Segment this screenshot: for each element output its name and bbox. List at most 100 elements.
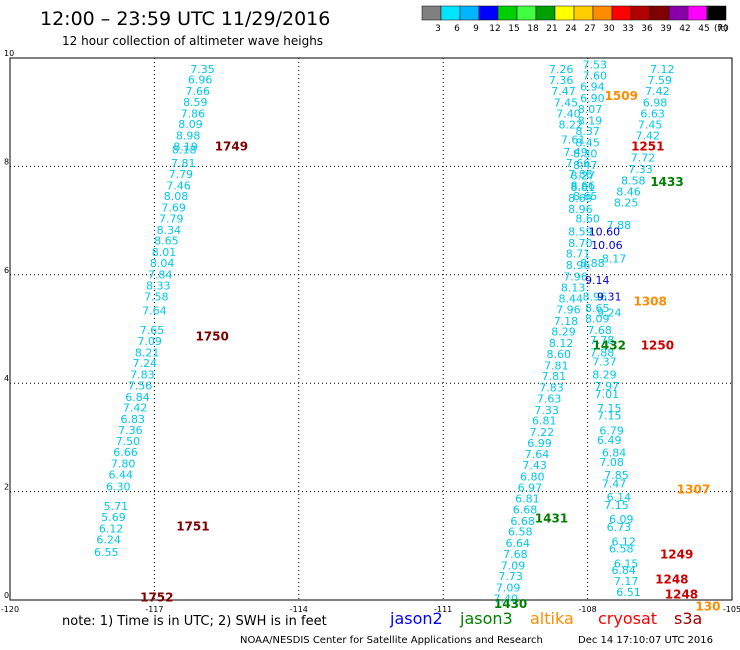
legend-label: 42 [679, 24, 690, 34]
data-point-label: 7.47 [602, 477, 627, 490]
data-point-label: 6.84 [602, 447, 627, 460]
data-point-label: 8.96 [583, 290, 608, 303]
data-point-label: 7.65 [140, 324, 165, 337]
data-point-label: 6.68 [510, 515, 535, 528]
legend-label: 3 [435, 24, 441, 34]
data-point-label: 7.88 [607, 219, 632, 232]
satellite-altika: altika [530, 609, 574, 628]
credit-text: NOAA/NESDIS Center for Satellite Applica… [240, 635, 543, 646]
series-altika: 7.267.367.477.457.408.227.617.497.667.86… [549, 63, 638, 571]
x-tick-label: -111 [434, 605, 452, 614]
x-tick-label: -117 [145, 605, 163, 614]
legend-swatch [706, 5, 727, 21]
data-point-label: 7.68 [503, 548, 528, 561]
x-tick-label: -105 [723, 605, 740, 614]
data-point-label: 7.49 [563, 146, 588, 159]
data-point-label: 7.83 [130, 369, 155, 382]
data-point-label: 7.43 [522, 459, 547, 472]
data-point-label: 7.60 [583, 69, 608, 82]
data-point-label: 8.37 [575, 125, 600, 138]
data-point-label: 8.04 [150, 257, 175, 270]
data-point-label: 6.49 [597, 434, 622, 447]
y-tick-label: 2 [4, 483, 9, 492]
plot-frame [9, 57, 733, 601]
data-point-label: 7.78 [590, 334, 615, 347]
legend-unit: (ft) [714, 24, 728, 34]
time-label: 1750 [195, 330, 228, 344]
data-point-label: 8.34 [157, 224, 182, 237]
legend-swatch [668, 5, 689, 21]
data-point-label: 8.29 [551, 326, 576, 339]
data-point-label: 7.80 [111, 457, 136, 470]
legend-label: 33 [622, 24, 633, 34]
legend-swatch [478, 5, 499, 21]
data-point-label: 7.17 [614, 575, 639, 588]
data-point-label: 8.29 [592, 369, 617, 382]
data-point-label: 9.14 [585, 274, 610, 287]
satellite-jason2: jason2 [389, 609, 443, 628]
data-point-label: 7.96 [556, 303, 581, 316]
data-point-label: 7.36 [118, 424, 143, 437]
x-tick-label: -114 [290, 605, 308, 614]
data-point-label: 6.73 [607, 521, 632, 534]
data-point-label: 8.33 [146, 280, 171, 293]
data-point-label: 6.12 [99, 522, 124, 535]
satellite-legend: jason2 jason3 altika cryosat s3a [389, 609, 702, 628]
data-point-label: 7.66 [566, 157, 591, 170]
data-point-label: 7.40 [494, 592, 519, 605]
legend-swatch [554, 5, 575, 21]
data-point-label: 6.84 [611, 564, 636, 577]
legend-label: 27 [584, 24, 595, 34]
data-point-label: 7.37 [592, 356, 617, 369]
data-point-label: 7.46 [166, 179, 191, 192]
data-point-label: 7.15 [604, 499, 629, 512]
data-point-label: 8.96 [568, 203, 593, 216]
data-point-label: 6.81 [515, 493, 540, 506]
data-point-label: 6.14 [607, 491, 632, 504]
data-point-label: 8.70 [568, 237, 593, 250]
data-point-label: 8.58 [621, 174, 646, 187]
data-point-label: 7.36 [549, 74, 574, 87]
data-point-label: 7.15 [597, 402, 622, 415]
data-point-label: 7.09 [496, 582, 521, 595]
legend-swatch [649, 5, 670, 21]
data-point-label: 7.63 [537, 392, 562, 405]
data-point-label: 7.01 [595, 388, 620, 401]
data-point-label: 7.40 [556, 107, 581, 120]
legend-swatch [516, 5, 537, 21]
data-point-label: 8.13 [561, 281, 586, 294]
legend-label: 24 [565, 24, 577, 34]
data-point-label: 6.98 [643, 96, 668, 109]
data-point-label: 7.53 [583, 59, 608, 72]
data-point-label: 6.55 [94, 546, 119, 559]
legend-label: 12 [489, 24, 500, 34]
data-point-label: 8.22 [559, 119, 584, 132]
data-point-label: 7.24 [133, 357, 158, 370]
series-jason3: 7.537.606.946.908.078.198.378.458.308.47… [494, 59, 608, 606]
data-point-label: 8.19 [578, 114, 603, 127]
time-label: 130 [695, 600, 720, 614]
data-point-label: 6.58 [508, 526, 533, 539]
data-point-label: 6.84 [125, 391, 150, 404]
data-point-label: 8.71 [566, 248, 591, 261]
data-point-label: 7.42 [636, 130, 661, 143]
data-point-label: 8.17 [602, 253, 627, 266]
data-point-label: 6.30 [106, 481, 131, 494]
y-tick-label: 10 [4, 49, 14, 58]
data-point-label: 9.24 [597, 307, 622, 320]
data-point-label: 8.27 [571, 170, 596, 183]
y-tick-label: 4 [4, 374, 9, 383]
data-point-label: 7.18 [554, 315, 579, 328]
legend-swatch [687, 5, 708, 21]
data-point-label: 10.06 [591, 239, 623, 252]
data-point-label: 8.09 [178, 118, 203, 131]
data-point-label: 8.65 [573, 190, 598, 203]
data-point-label: 7.86 [181, 107, 206, 120]
data-point-label: 8.65 [585, 302, 610, 315]
data-point-label: 7.12 [650, 63, 675, 76]
x-tick-label: -120 [1, 605, 19, 614]
time-label: 1432 [593, 338, 626, 352]
data-point-label: 6.80 [520, 470, 545, 483]
data-point-label: 8.19 [173, 140, 198, 153]
data-point-label: 7.35 [190, 63, 215, 76]
